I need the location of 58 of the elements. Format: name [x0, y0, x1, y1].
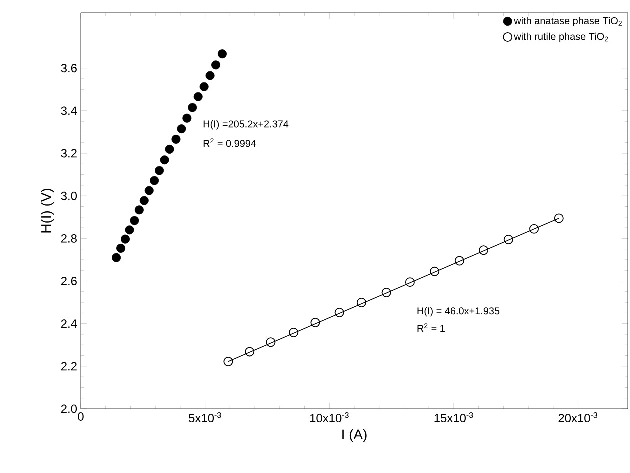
point [172, 134, 181, 144]
point [218, 50, 227, 59]
point [212, 60, 221, 70]
annotation: R$^{2}$ = 0.9994 [204, 138, 256, 148]
point [144, 186, 154, 196]
y-tick-label: 3.2 [61, 149, 77, 158]
annotation: H(I) = 46.0x+1.935 [418, 307, 500, 317]
x-tick-label: 5x10$^{-3}$ [189, 412, 222, 423]
point [165, 144, 174, 154]
x-axis-title: I (A) [342, 429, 367, 442]
y-tick-label: 3.4 [61, 106, 78, 116]
legend-label: with rutile phase TiO$_{2}$ [514, 32, 608, 42]
point [188, 103, 198, 112]
y-tick-label: 3.0 [61, 192, 78, 200]
point [266, 338, 276, 348]
point [125, 226, 134, 235]
point [194, 92, 203, 102]
point [140, 196, 149, 206]
point [382, 288, 392, 298]
point [112, 253, 122, 262]
x-tick-label: 10x10$^{-3}$ [310, 412, 349, 423]
annotation: R$^{2}$ = 1 [418, 324, 445, 332]
point [430, 266, 440, 276]
point [479, 246, 489, 256]
point [334, 308, 344, 318]
point [160, 156, 170, 165]
point [182, 114, 192, 123]
point [289, 328, 299, 338]
y-tick-label: 2.4 [61, 320, 78, 328]
point [116, 244, 126, 253]
point [504, 234, 514, 244]
x-tick-label: 15x10$^{-3}$ [434, 412, 474, 423]
legend-label: with anatase phase TiO$_{2}$ [514, 17, 622, 26]
x-tick-label: 0 [78, 412, 84, 421]
y-tick-label: 2.6 [61, 277, 77, 286]
y-axis-title: H(I) (V) [41, 189, 54, 233]
point [554, 214, 564, 224]
point [405, 278, 415, 288]
y-tick-label: 2.2 [61, 362, 77, 371]
y-tick-label: 2.0 [61, 404, 78, 414]
point [150, 176, 160, 186]
point [155, 166, 164, 176]
point [130, 216, 140, 226]
annotation: H(I) =205.2x+2.374 [204, 120, 289, 130]
point [224, 356, 234, 366]
point [134, 206, 144, 215]
point [177, 124, 186, 134]
point [206, 71, 215, 80]
x-tick-label: 20x10$^{-3}$ [558, 412, 598, 423]
point [530, 224, 540, 234]
point [121, 234, 130, 244]
point [454, 256, 464, 266]
y-tick-label: 3.6 [61, 64, 77, 73]
point [245, 347, 255, 357]
point [200, 82, 209, 92]
y-tick-label: 2.8 [61, 234, 77, 243]
point [310, 318, 320, 328]
point [356, 298, 366, 308]
